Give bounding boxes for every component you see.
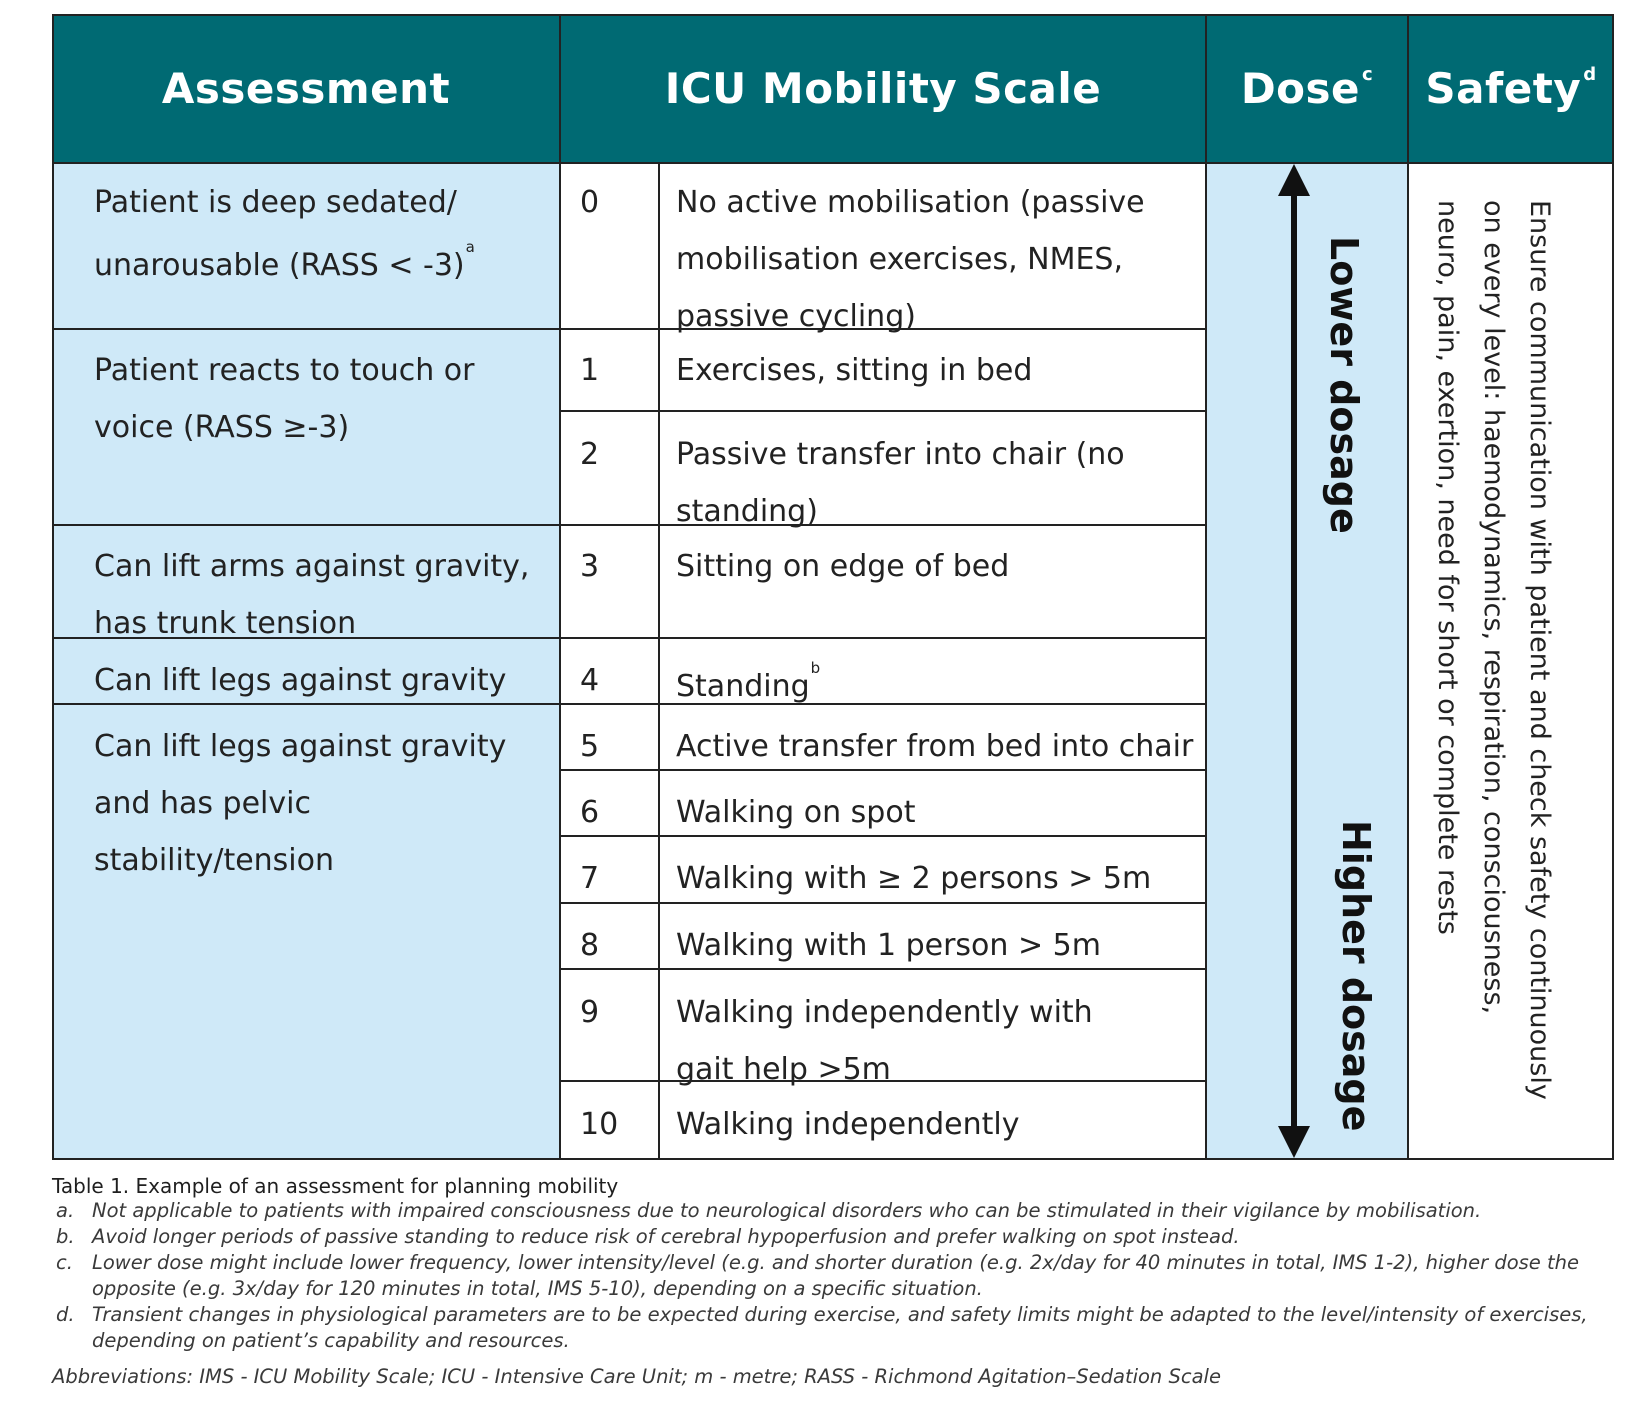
header-safety-label: Safety xyxy=(1425,63,1582,113)
row-divider xyxy=(52,637,1206,639)
level-description: Walking with ≥ 2 persons > 5m xyxy=(676,850,1186,907)
column-divider xyxy=(658,162,660,1160)
level-number: 1 xyxy=(580,353,600,388)
lower-dosage-label: Lower dosage xyxy=(1322,236,1366,534)
footnote-marker: b. xyxy=(56,1225,75,1248)
column-divider xyxy=(1205,14,1207,1160)
level-number: 6 xyxy=(580,795,600,830)
level-description-text: Active transfer from bed into chair xyxy=(676,729,1194,764)
row-divider xyxy=(560,902,1206,904)
column-divider xyxy=(1612,14,1614,1160)
assessment-text: Can lift legs against gravity and has pe… xyxy=(94,729,507,878)
assessment-text: Patient is deep sedated/ unarousable (RA… xyxy=(94,185,465,283)
row-divider xyxy=(560,835,1206,837)
header-safety: Safety d xyxy=(1408,14,1614,162)
table-caption: Table 1. Example of an assessment for pl… xyxy=(52,1174,619,1198)
footnote-text: Avoid longer periods of passive standing… xyxy=(92,1225,1240,1248)
level-description-text: Walking on spot xyxy=(676,795,916,830)
level-number: 3 xyxy=(580,549,600,584)
row-divider xyxy=(52,703,1206,705)
assessment-cell: Can lift legs against gravity xyxy=(94,652,554,709)
footnote-marker: a. xyxy=(56,1199,75,1222)
footnote-text: Transient changes in physiological param… xyxy=(92,1303,1588,1352)
level-description-text: No active mobilisation (passive mobilisa… xyxy=(676,185,1145,334)
assessment-text: Patient reacts to touch or voice (RASS ≥… xyxy=(94,353,475,445)
level-description-text: Passive transfer into chair (no standing… xyxy=(676,437,1125,529)
level-description: Passive transfer into chair (no standing… xyxy=(676,426,1156,540)
column-divider xyxy=(559,14,561,1160)
row-divider xyxy=(560,968,1206,970)
footnote-item: c. Lower dose might include lower freque… xyxy=(56,1250,1616,1302)
header-dose-sup: c xyxy=(1362,63,1374,85)
level-description: Standingb xyxy=(676,652,1186,715)
footnotes: a. Not applicable to patients with impai… xyxy=(56,1198,1616,1354)
level-description-text: Standing xyxy=(676,669,810,704)
footnote-marker: b xyxy=(810,659,821,677)
level-description-text: Walking independently with gait help >5m xyxy=(676,995,1093,1087)
level-description: Walking on spot xyxy=(676,784,1186,841)
assessment-text: Can lift arms against gravity, has trunk… xyxy=(94,549,530,641)
level-number: 8 xyxy=(580,928,600,963)
level-description: Sitting on edge of bed xyxy=(676,538,1186,595)
footnote-text: Not applicable to patients with impaired… xyxy=(92,1199,1482,1222)
row-divider xyxy=(52,328,1206,330)
level-description: Walking with 1 person > 5m xyxy=(676,917,1186,974)
assessment-cell: Can lift arms against gravity, has trunk… xyxy=(94,538,534,652)
row-divider xyxy=(52,524,1206,526)
footnote-marker: d. xyxy=(56,1303,75,1326)
row-divider xyxy=(560,1080,1206,1082)
footnote-marker: a xyxy=(465,238,475,256)
level-number: 5 xyxy=(580,729,600,764)
header-safety-sup: d xyxy=(1583,63,1597,85)
safety-text: Ensure communication with patient and ch… xyxy=(1432,200,1555,1100)
assessment-text: Can lift legs against gravity xyxy=(94,663,507,698)
header-ims: ICU Mobility Scale xyxy=(560,14,1206,162)
header-ims-label: ICU Mobility Scale xyxy=(664,63,1102,113)
header-assessment-label: Assessment xyxy=(161,63,451,113)
level-description-text: Walking independently xyxy=(676,1107,1020,1142)
level-number: 7 xyxy=(580,861,600,896)
level-description: Active transfer from bed into chair xyxy=(676,718,1196,775)
abbreviations: Abbreviations: IMS - ICU Mobility Scale;… xyxy=(52,1365,1221,1388)
level-number: 2 xyxy=(580,437,600,472)
mobility-table: Assessment ICU Mobility Scale Dose c Safe… xyxy=(52,14,1614,1160)
column-divider xyxy=(52,14,54,1160)
table-bottom-border xyxy=(52,1158,1614,1160)
header-dose-label: Dose xyxy=(1240,63,1361,113)
dose-column-bg xyxy=(1206,162,1408,1160)
level-description: No active mobilisation (passive mobilisa… xyxy=(676,174,1176,345)
assessment-cell: Can lift legs against gravity and has pe… xyxy=(94,718,544,889)
header-assessment: Assessment xyxy=(52,14,560,162)
level-number: 10 xyxy=(580,1107,619,1142)
level-description: Walking independently xyxy=(676,1096,1186,1153)
row-divider xyxy=(560,769,1206,771)
assessment-cell: Patient is deep sedated/ unarousable (RA… xyxy=(94,174,534,294)
header-dose: Dose c xyxy=(1206,14,1408,162)
level-description: Exercises, sitting in bed xyxy=(676,342,1186,399)
footnote-item: d. Transient changes in physiological pa… xyxy=(56,1302,1616,1354)
footnote-item: a. Not applicable to patients with impai… xyxy=(56,1198,1616,1224)
level-description-text: Exercises, sitting in bed xyxy=(676,353,1033,388)
footnote-item: b. Avoid longer periods of passive stand… xyxy=(56,1224,1616,1250)
assessment-cell: Patient reacts to touch or voice (RASS ≥… xyxy=(94,342,544,456)
level-description-text: Walking with 1 person > 5m xyxy=(676,928,1101,963)
level-number: 9 xyxy=(580,995,600,1030)
level-description-text: Walking with ≥ 2 persons > 5m xyxy=(676,861,1152,896)
row-divider xyxy=(560,410,1206,412)
level-description-text: Sitting on edge of bed xyxy=(676,549,1010,584)
double-headed-arrow-icon xyxy=(1278,164,1310,1158)
safety-column-bg xyxy=(1408,162,1614,1160)
higher-dosage-label: Higher dosage xyxy=(1334,820,1378,1132)
footnote-marker: c. xyxy=(56,1251,73,1274)
level-description: Walking independently with gait help >5m xyxy=(676,984,1156,1098)
footnote-text: Lower dose might include lower frequency… xyxy=(92,1251,1579,1300)
table-top-border xyxy=(52,14,1614,16)
column-divider xyxy=(1407,14,1409,1160)
level-number: 0 xyxy=(580,185,600,220)
level-number: 4 xyxy=(580,663,600,698)
row-divider xyxy=(52,162,1614,164)
